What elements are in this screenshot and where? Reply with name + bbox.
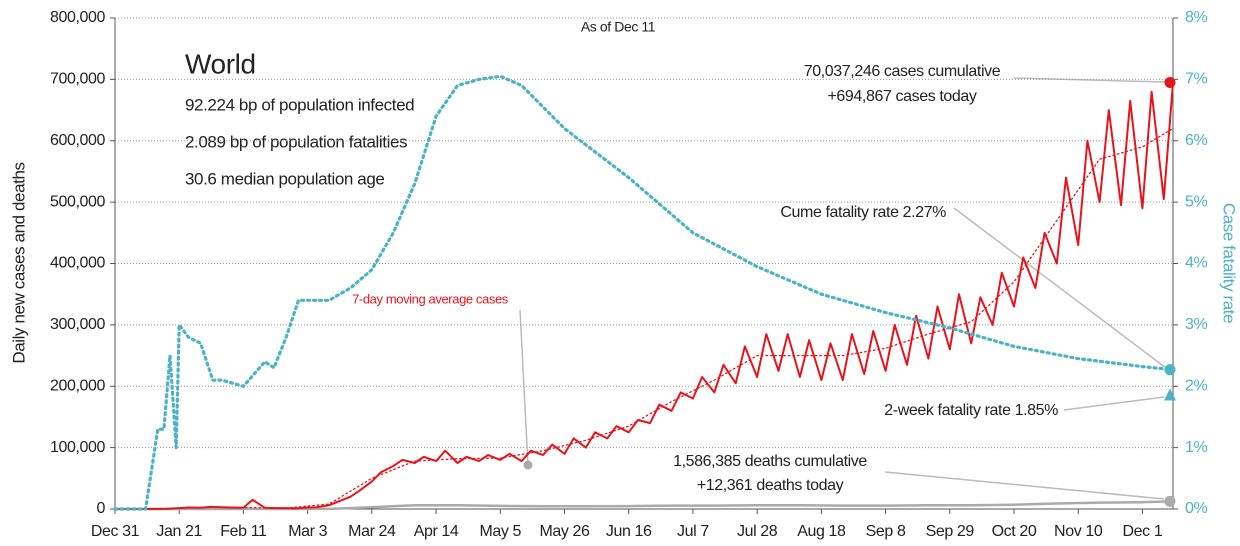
y2-tick-label: 1% [1185, 439, 1207, 456]
y-tick-label: 0 [97, 500, 106, 517]
y2-tick-label: 3% [1185, 316, 1207, 333]
leader-line [519, 309, 529, 466]
x-tick-label: May 26 [539, 523, 590, 540]
end-marker [1164, 388, 1176, 401]
chart-title: World [185, 48, 256, 79]
note: 30.6 median population age [185, 169, 384, 188]
series-line [114, 127, 1174, 510]
y2-axis-label: Case fatality rate [1220, 203, 1239, 323]
x-tick-label: May 5 [479, 523, 521, 540]
x-tick-label: Sep 29 [926, 523, 975, 540]
y2-tick-label: 4% [1185, 255, 1207, 272]
y-tick-label: 800,000 [50, 9, 106, 26]
leader-line [1063, 396, 1165, 411]
y2-tick-label: 7% [1185, 71, 1207, 88]
end-marker [1164, 364, 1176, 376]
y-tick-label: 600,000 [50, 132, 106, 149]
y-tick-label: 700,000 [50, 71, 106, 88]
y2-tick-label: 0% [1185, 500, 1207, 517]
y2-tick-label: 5% [1185, 193, 1207, 210]
x-tick-label: Dec 1 [1123, 523, 1163, 540]
end-marker [1164, 77, 1176, 89]
leader-dot [523, 460, 533, 470]
y-tick-label: 300,000 [50, 316, 106, 333]
x-tick-label: Feb 11 [220, 523, 267, 540]
subtitle: As of Dec 11 [581, 19, 656, 35]
leader-line [953, 207, 1167, 369]
y-tick-label: 200,000 [50, 377, 106, 394]
y-axis-label: Daily new cases and deaths [9, 162, 28, 363]
x-tick-label: Jan 21 [156, 523, 202, 540]
series-label: 7-day moving average cases [352, 291, 509, 306]
annotation: 70,037,246 cases cumulative [804, 63, 1001, 80]
x-tick-label: Dec 31 [91, 523, 140, 540]
y2-tick-label: 8% [1185, 9, 1207, 26]
note: 2.089 bp of population fatalities [185, 132, 407, 151]
leader-line [884, 471, 1165, 500]
series-line [113, 74, 1175, 511]
x-tick-label: Jul 7 [677, 523, 709, 540]
x-tick-label: Sep 8 [866, 523, 906, 540]
end-marker [1164, 495, 1176, 507]
leader-line [1013, 77, 1166, 83]
x-tick-label: Mar 24 [348, 523, 396, 540]
x-tick-label: Mar 3 [288, 523, 327, 540]
note: 92.224 bp of population infected [185, 95, 414, 114]
annotation: 1,586,385 deaths cumulative [673, 453, 867, 470]
y-tick-label: 500,000 [50, 193, 106, 210]
y-tick-label: 100,000 [50, 439, 106, 456]
y-tick-label: 400,000 [50, 255, 106, 272]
x-tick-label: Oct 20 [992, 523, 1037, 540]
annotation: Cume fatality rate 2.27% [780, 204, 946, 221]
annotation: +12,361 deaths today [697, 477, 844, 494]
x-tick-label: Aug 18 [797, 523, 846, 540]
x-tick-label: Nov 10 [1054, 523, 1103, 540]
x-tick-label: Apr 14 [414, 523, 459, 540]
annotation: +694,867 cases today [827, 88, 976, 105]
x-tick-label: Jul 28 [737, 523, 778, 540]
y2-tick-label: 2% [1185, 377, 1207, 394]
y2-tick-label: 6% [1185, 132, 1207, 149]
annotation: 2-week fatality rate 1.85% [884, 402, 1058, 419]
x-tick-label: Jun 16 [606, 523, 652, 540]
